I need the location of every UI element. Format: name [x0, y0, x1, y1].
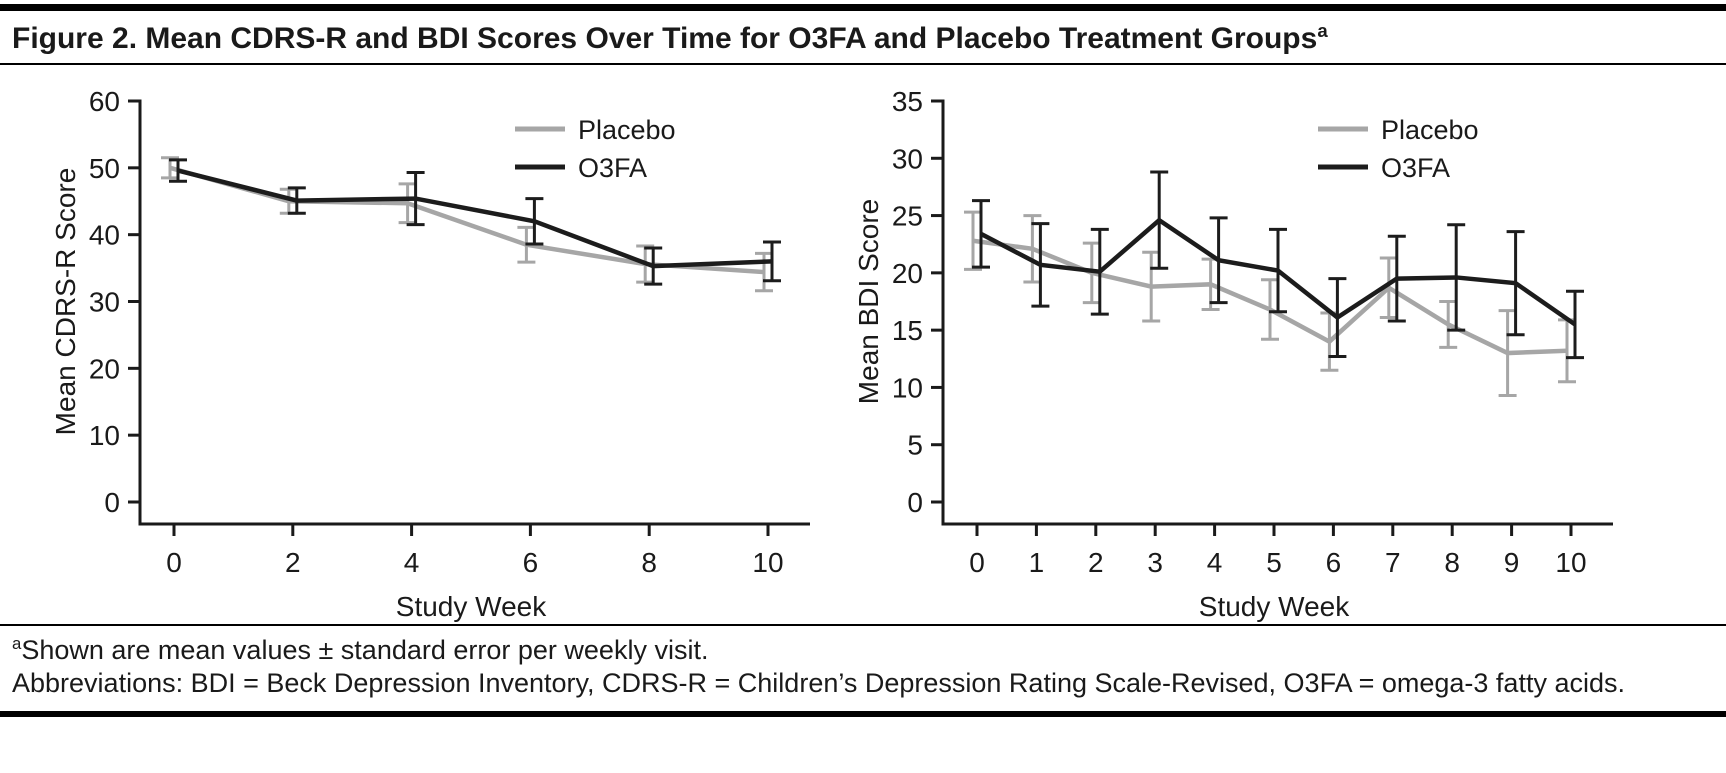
svg-text:25: 25	[892, 201, 923, 232]
bottom-rule	[0, 710, 1726, 717]
charts-row: 0 10 20 30 40 50 60 0 2 4 6 8 10 Mean CDRS-R Score Stu…	[0, 65, 1726, 624]
footnote-line-1: aShown are mean values ± standard error …	[12, 634, 1714, 667]
title-rule	[0, 63, 1726, 65]
figure-title-text: Figure 2. Mean CDRS-R and BDI Scores Ove…	[12, 22, 1318, 55]
svg-text:50: 50	[89, 153, 120, 184]
footnote-1-text: Shown are mean values ± standard error p…	[21, 635, 709, 665]
x-axis-label: Study Week	[396, 591, 547, 622]
svg-text:0: 0	[907, 487, 923, 518]
chart-svg: 0 5 10 15 20 25 30 35 0 1 2 3 4 5 6 7 8 9 10 Mean BDI Score…	[853, 86, 1613, 622]
axes: 0 10 20 30 40 50 60 0 2 4 6 8 10 Mean CDRS-R Score Stu…	[50, 86, 810, 622]
svg-text:10: 10	[89, 420, 120, 451]
legend-label-placebo: Placebo	[1381, 115, 1479, 145]
svg-text:30: 30	[89, 287, 120, 318]
svg-text:30: 30	[892, 143, 923, 174]
svg-text:0: 0	[969, 547, 985, 578]
figure-title: Figure 2. Mean CDRS-R and BDI Scores Ove…	[0, 11, 1726, 63]
svg-text:2: 2	[285, 547, 301, 578]
footnote-rule	[0, 624, 1726, 626]
svg-text:10: 10	[752, 547, 783, 578]
top-rule	[0, 4, 1726, 11]
o3fa-series	[972, 170, 1584, 360]
svg-text:6: 6	[1326, 547, 1342, 578]
svg-text:0: 0	[166, 547, 182, 578]
legend: Placebo O3FA	[515, 115, 676, 183]
legend-label-placebo: Placebo	[578, 115, 676, 145]
svg-text:8: 8	[641, 547, 657, 578]
x-axis-label: Study Week	[1199, 591, 1350, 622]
cdrs-r-chart: 0 10 20 30 40 50 60 0 2 4 6 8 10 Mean CDRS-R Score Stu…	[45, 79, 835, 624]
svg-text:4: 4	[404, 547, 420, 578]
svg-text:20: 20	[892, 258, 923, 289]
svg-text:3: 3	[1147, 547, 1163, 578]
svg-text:20: 20	[89, 353, 120, 384]
placebo-series	[964, 210, 1576, 397]
svg-text:2: 2	[1088, 547, 1104, 578]
svg-text:7: 7	[1385, 547, 1401, 578]
legend: Placebo O3FA	[1318, 115, 1479, 183]
footnote-line-2: Abbreviations: BDI = Beck Depression Inv…	[12, 667, 1714, 700]
y-axis-label: Mean BDI Score	[853, 199, 884, 404]
footnote-superscript: a	[12, 634, 22, 653]
svg-text:60: 60	[89, 86, 120, 117]
svg-text:10: 10	[1555, 547, 1586, 578]
svg-text:4: 4	[1207, 547, 1223, 578]
figure-title-superscript: a	[1317, 20, 1328, 41]
svg-text:0: 0	[104, 487, 120, 518]
svg-text:5: 5	[907, 430, 923, 461]
chart-svg: 0 10 20 30 40 50 60 0 2 4 6 8 10 Mean CDRS-R Score Stu…	[50, 86, 810, 622]
svg-text:15: 15	[892, 315, 923, 346]
svg-text:40: 40	[89, 220, 120, 251]
svg-text:1: 1	[1029, 547, 1045, 578]
o3fa-series	[169, 158, 781, 286]
footnotes: aShown are mean values ± standard error …	[0, 626, 1726, 711]
svg-text:9: 9	[1504, 547, 1520, 578]
svg-text:5: 5	[1266, 547, 1282, 578]
svg-text:6: 6	[523, 547, 539, 578]
svg-text:10: 10	[892, 372, 923, 403]
legend-label-o3fa: O3FA	[1381, 153, 1450, 183]
axes: 0 5 10 15 20 25 30 35 0 1 2 3 4 5 6 7 8 9 10 Mean BDI Score…	[853, 86, 1613, 622]
footnote-2-text: Abbreviations: BDI = Beck Depression Inv…	[12, 668, 1625, 699]
y-axis-label: Mean CDRS-R Score	[50, 168, 81, 436]
svg-text:35: 35	[892, 86, 923, 117]
bdi-chart: 0 5 10 15 20 25 30 35 0 1 2 3 4 5 6 7 8 9 10 Mean BDI Score…	[848, 79, 1638, 624]
svg-text:8: 8	[1444, 547, 1460, 578]
legend-label-o3fa: O3FA	[578, 153, 647, 183]
placebo-series	[161, 156, 773, 293]
